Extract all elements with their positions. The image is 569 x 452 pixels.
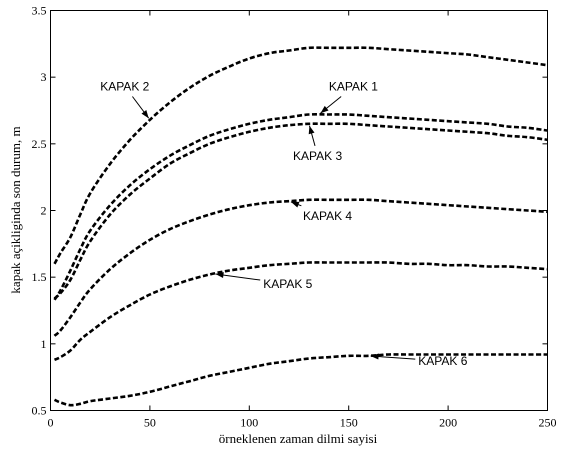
series-line-kapak-1 xyxy=(53,113,548,301)
annotation-arrowhead xyxy=(320,105,329,114)
x-tick-label: 50 xyxy=(144,416,156,430)
y-tick-label: 2 xyxy=(41,204,47,218)
annotations-group: KAPAK 2 KAPAK 1 KAPAK 3 KAPAK 4 KAPAK 5 KAPAK… xyxy=(100,80,468,369)
annotation-label: KAPAK 4 xyxy=(303,209,352,223)
x-axis-label: örneklenen zaman dilmi sayisi xyxy=(219,431,378,446)
series-line-kapak-5 xyxy=(54,261,548,362)
annotation-label: KAPAK 2 xyxy=(100,80,149,94)
x-tick-label: 150 xyxy=(340,416,358,430)
annotation-label: KAPAK 3 xyxy=(293,149,342,163)
x-tick-label: 200 xyxy=(439,416,457,430)
series-line-kapak-6 xyxy=(53,353,548,407)
annotation-arrowhead xyxy=(141,110,149,119)
annotation-arrowhead xyxy=(215,272,224,279)
y-tick-label: 2.5 xyxy=(32,137,47,151)
y-tick-label: 0.5 xyxy=(32,404,47,418)
y-tick-label: 3 xyxy=(41,70,47,84)
series-group xyxy=(53,46,548,407)
annotation-arrowhead xyxy=(308,125,315,135)
annotation-arrowhead xyxy=(290,201,300,208)
annotation-label: KAPAK 1 xyxy=(329,80,378,94)
y-tick-label: 1.5 xyxy=(32,270,47,284)
y-tick-label: 1 xyxy=(41,337,47,351)
annotation-label: KAPAK 5 xyxy=(263,277,312,291)
y-tick-label: 3.5 xyxy=(32,4,47,18)
annotation-label: KAPAK 6 xyxy=(418,354,467,368)
annotation-arrowhead xyxy=(370,353,379,360)
y-axis-label: kapak açikliginda son durum, m xyxy=(8,126,23,293)
series-line-kapak-4 xyxy=(53,198,548,337)
series-line-kapak-3 xyxy=(53,122,548,300)
x-tick-label: 100 xyxy=(240,416,258,430)
x-tick-label: 250 xyxy=(539,416,557,430)
axis-ticks: 0 50 100 150 200 250 0.5 1 1.5 2 2.5 3 3.5 xyxy=(32,4,557,430)
plot-frame xyxy=(50,10,548,411)
x-tick-label: 0 xyxy=(48,416,54,430)
